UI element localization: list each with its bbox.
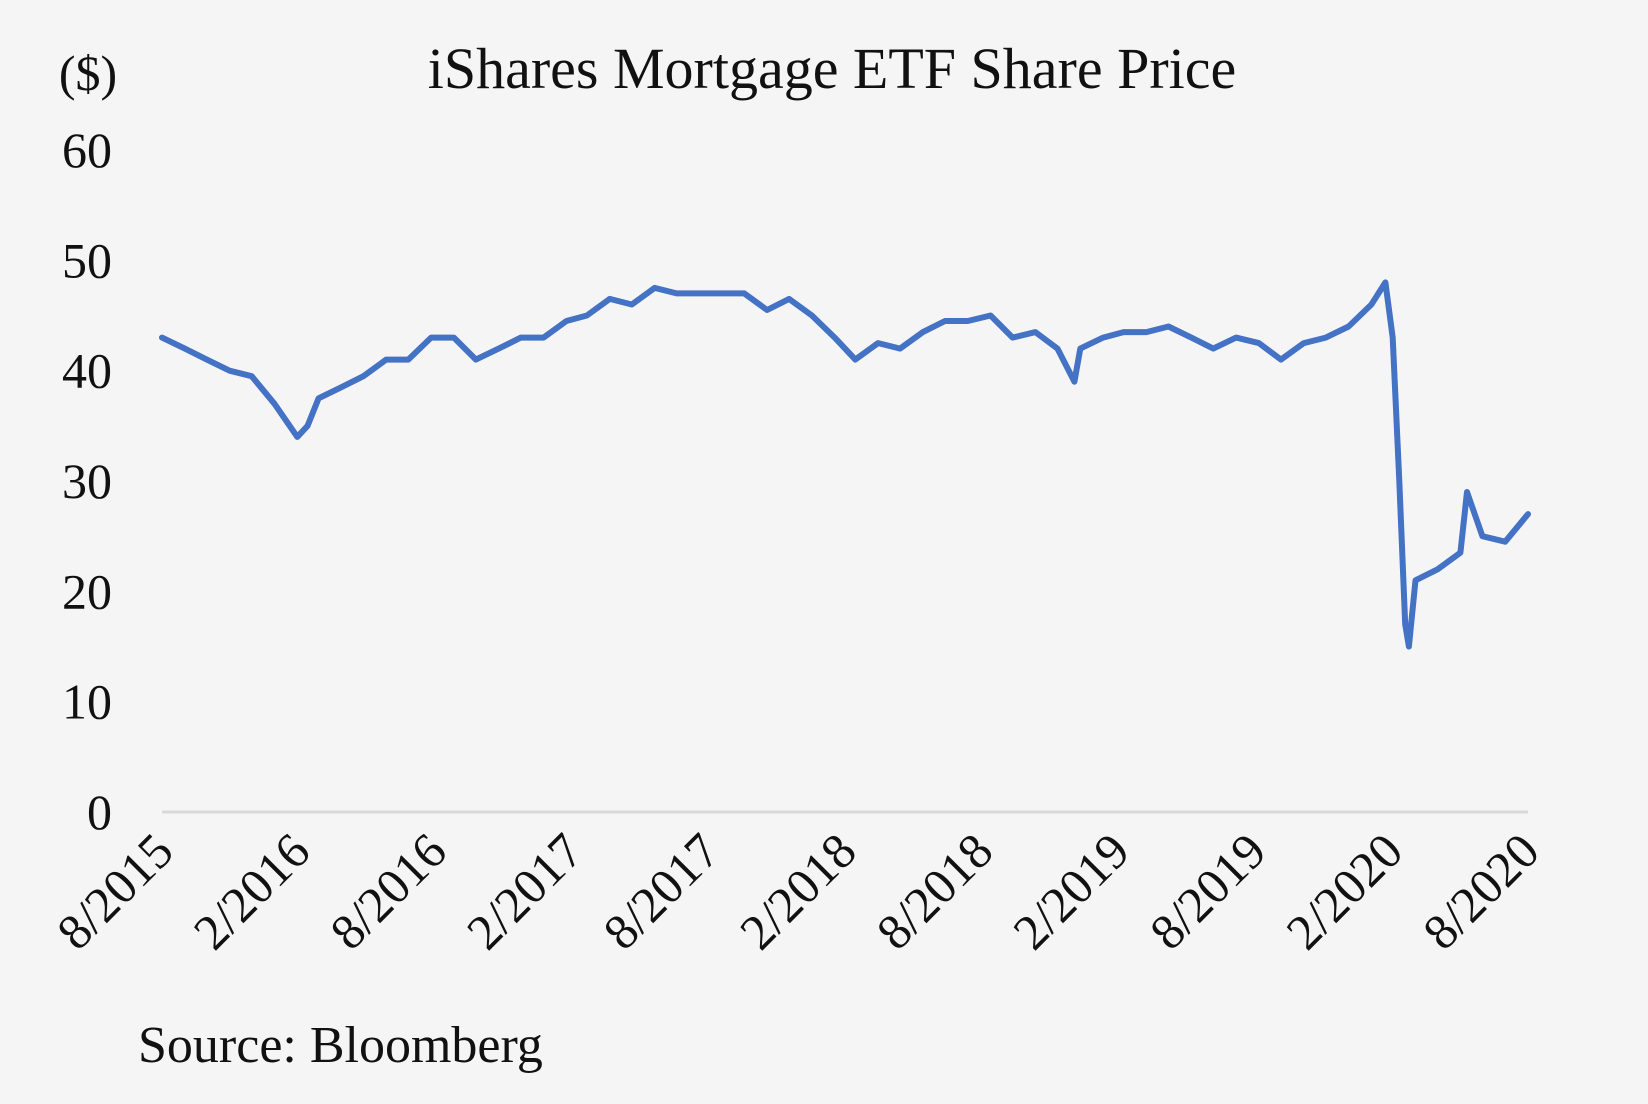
y-tick-label: 0 [87,784,112,840]
y-tick-label: 30 [62,453,112,509]
x-tick-label: 8/2018 [866,822,1004,960]
x-axis: 8/20152/20168/20162/20178/20172/20188/20… [46,822,1550,960]
x-tick-label: 8/2016 [319,822,457,960]
chart-title: iShares Mortgage ETF Share Price [428,36,1237,101]
price-line [159,279,1531,650]
x-tick-label: 8/2017 [592,822,730,960]
y-tick-label: 40 [62,343,112,399]
y-axis: 0 10 20 30 40 50 60 [62,122,112,840]
x-tick-label: 8/2020 [1412,822,1550,960]
x-tick-label: 2/2018 [729,822,867,960]
y-axis-unit-label: ($) [59,45,117,101]
x-tick-label: 2/2019 [1002,822,1140,960]
source-note: Source: Bloomberg [138,1017,543,1074]
y-tick-label: 20 [62,563,112,619]
y-tick-label: 50 [62,232,112,288]
x-tick-label: 2/2016 [183,822,321,960]
y-tick-label: 10 [62,674,112,730]
x-tick-label: 2/2017 [456,822,594,960]
x-tick-label: 8/2015 [46,822,184,960]
x-tick-label: 2/2020 [1275,822,1413,960]
x-tick-label: 8/2019 [1139,822,1277,960]
y-tick-label: 60 [62,122,112,178]
